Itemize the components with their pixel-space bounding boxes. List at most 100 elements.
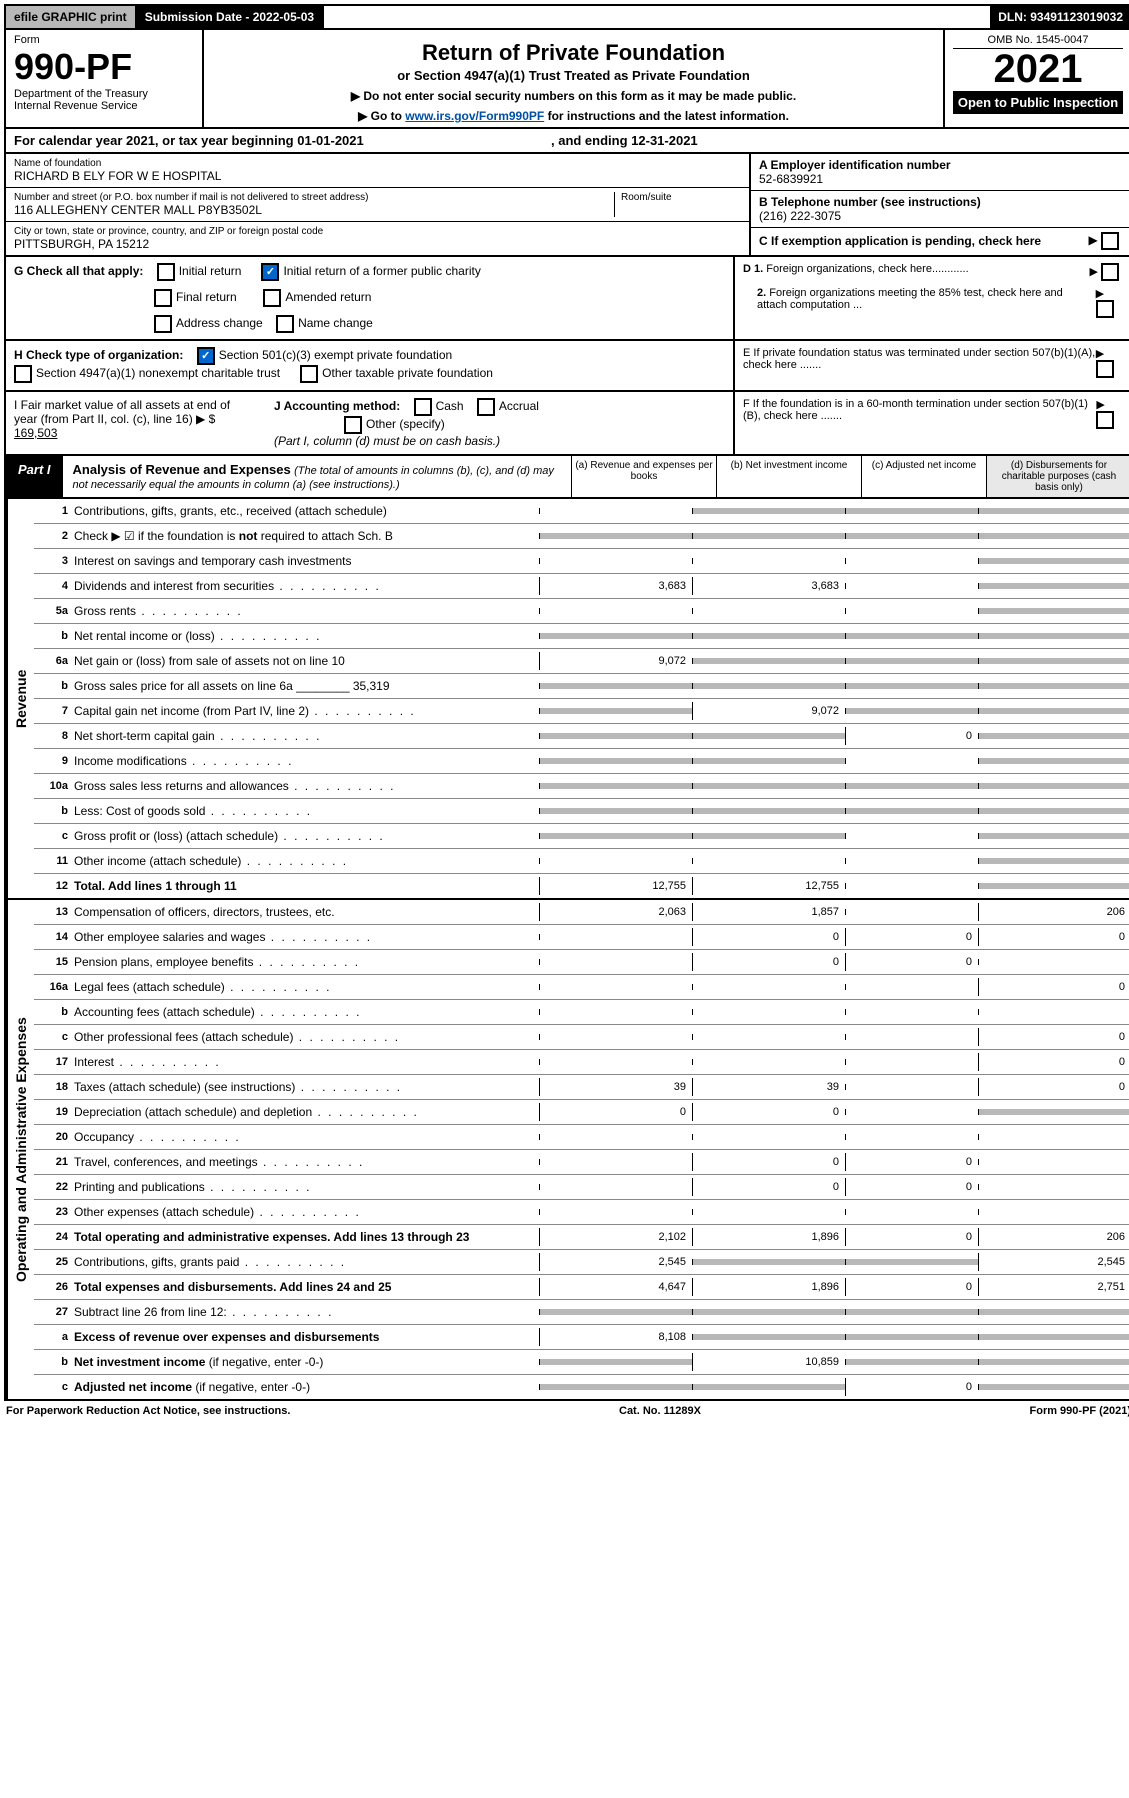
table-cell bbox=[845, 633, 978, 639]
table-cell: 1,857 bbox=[692, 903, 845, 921]
line-number: 14 bbox=[34, 931, 74, 943]
table-cell bbox=[978, 959, 1129, 965]
cb-initial-former[interactable] bbox=[261, 263, 279, 281]
cb-namechange[interactable] bbox=[276, 315, 294, 333]
line-description: Total expenses and disbursements. Add li… bbox=[74, 1277, 539, 1297]
table-cell bbox=[539, 1134, 692, 1140]
line-description: Other employee salaries and wages bbox=[74, 927, 539, 947]
line-number: 19 bbox=[34, 1106, 74, 1118]
table-cell bbox=[845, 1009, 978, 1015]
revenue-side-label: Revenue bbox=[6, 499, 34, 898]
line-description: Other income (attach schedule) bbox=[74, 851, 539, 871]
note-ssn: ▶ Do not enter social security numbers o… bbox=[212, 89, 935, 103]
table-row: 10aGross sales less returns and allowanc… bbox=[34, 774, 1129, 799]
cb-d1[interactable] bbox=[1101, 263, 1119, 281]
table-cell bbox=[692, 858, 845, 864]
table-cell bbox=[539, 984, 692, 990]
col-c-head: (c) Adjusted net income bbox=[861, 456, 986, 497]
table-cell bbox=[845, 1334, 978, 1340]
table-cell bbox=[845, 1084, 978, 1090]
submission-date: Submission Date - 2022-05-03 bbox=[137, 6, 324, 28]
line-description: Adjusted net income (if negative, enter … bbox=[74, 1377, 539, 1397]
table-cell bbox=[539, 1159, 692, 1165]
line-number: 2 bbox=[34, 530, 74, 542]
cb-initial[interactable] bbox=[157, 263, 175, 281]
line-number: 24 bbox=[34, 1231, 74, 1243]
table-cell bbox=[845, 533, 978, 539]
cb-address[interactable] bbox=[154, 315, 172, 333]
table-row: 21Travel, conferences, and meetings00 bbox=[34, 1150, 1129, 1175]
table-cell bbox=[845, 558, 978, 564]
table-cell bbox=[539, 1184, 692, 1190]
line-number: 22 bbox=[34, 1181, 74, 1193]
table-row: 7Capital gain net income (from Part IV, … bbox=[34, 699, 1129, 724]
info-right: A Employer identification number 52-6839… bbox=[751, 154, 1129, 255]
c-checkbox[interactable] bbox=[1101, 232, 1119, 250]
line-number: b bbox=[34, 1006, 74, 1018]
table-row: 6aNet gain or (loss) from sale of assets… bbox=[34, 649, 1129, 674]
table-cell bbox=[978, 583, 1129, 589]
table-cell bbox=[539, 959, 692, 965]
line-description: Total operating and administrative expen… bbox=[74, 1227, 539, 1247]
table-cell bbox=[692, 808, 845, 814]
cb-501c3[interactable] bbox=[197, 347, 215, 365]
line-description: Net investment income (if negative, ente… bbox=[74, 1352, 539, 1372]
cb-amended[interactable] bbox=[263, 289, 281, 307]
line-number: c bbox=[34, 830, 74, 842]
line-description: Gross rents bbox=[74, 601, 539, 621]
check-row-ij: I Fair market value of all assets at end… bbox=[4, 392, 1129, 456]
g-initial: Initial return bbox=[179, 264, 242, 278]
c-label: C If exemption application is pending, c… bbox=[759, 234, 1041, 248]
table-cell bbox=[692, 658, 845, 664]
table-cell bbox=[539, 558, 692, 564]
cb-final[interactable] bbox=[154, 289, 172, 307]
note-link-post: for instructions and the latest informat… bbox=[544, 109, 789, 123]
table-cell bbox=[692, 558, 845, 564]
j-label: J Accounting method: bbox=[274, 399, 400, 413]
cb-d2[interactable] bbox=[1096, 300, 1114, 318]
line-description: Printing and publications bbox=[74, 1177, 539, 1197]
ein-cell: A Employer identification number 52-6839… bbox=[751, 154, 1129, 191]
table-cell bbox=[978, 883, 1129, 889]
irs-link[interactable]: www.irs.gov/Form990PF bbox=[405, 109, 544, 123]
table-cell bbox=[539, 1359, 692, 1365]
check-row-h: H Check type of organization: Section 50… bbox=[4, 341, 1129, 392]
table-cell: 206 bbox=[978, 1228, 1129, 1246]
table-cell bbox=[692, 783, 845, 789]
table-cell bbox=[845, 783, 978, 789]
table-cell: 0 bbox=[845, 727, 978, 745]
table-cell: 1,896 bbox=[692, 1228, 845, 1246]
table-cell bbox=[539, 758, 692, 764]
table-cell bbox=[978, 1109, 1129, 1115]
table-cell: 0 bbox=[692, 1103, 845, 1121]
f-text: F If the foundation is in a 60-month ter… bbox=[743, 398, 1096, 422]
cb-cash[interactable] bbox=[414, 398, 432, 416]
table-row: bAccounting fees (attach schedule) bbox=[34, 1000, 1129, 1025]
table-row: bNet rental income or (loss) bbox=[34, 624, 1129, 649]
table-cell bbox=[845, 683, 978, 689]
efile-label: efile GRAPHIC print bbox=[6, 6, 137, 28]
line-number: 26 bbox=[34, 1281, 74, 1293]
line-number: 1 bbox=[34, 505, 74, 517]
cal-pre: For calendar year 2021, or tax year begi… bbox=[14, 133, 297, 148]
line-number: 18 bbox=[34, 1081, 74, 1093]
table-row: 11Other income (attach schedule) bbox=[34, 849, 1129, 874]
cb-accrual[interactable] bbox=[477, 398, 495, 416]
table-cell bbox=[845, 1209, 978, 1215]
table-row: 13Compensation of officers, directors, t… bbox=[34, 900, 1129, 925]
table-cell: 0 bbox=[845, 1153, 978, 1171]
note-link-pre: ▶ Go to bbox=[358, 109, 405, 123]
line-description: Pension plans, employee benefits bbox=[74, 952, 539, 972]
line-description: Net rental income or (loss) bbox=[74, 626, 539, 646]
table-cell bbox=[692, 833, 845, 839]
cb-e[interactable] bbox=[1096, 360, 1114, 378]
cb-4947[interactable] bbox=[14, 365, 32, 383]
cb-f[interactable] bbox=[1096, 411, 1114, 429]
cb-other-acct[interactable] bbox=[344, 416, 362, 434]
table-cell bbox=[978, 758, 1129, 764]
table-cell bbox=[539, 1309, 692, 1315]
table-cell bbox=[539, 1059, 692, 1065]
cb-other-tax[interactable] bbox=[300, 365, 318, 383]
line-description: Other expenses (attach schedule) bbox=[74, 1202, 539, 1222]
f-right: F If the foundation is in a 60-month ter… bbox=[735, 392, 1129, 454]
